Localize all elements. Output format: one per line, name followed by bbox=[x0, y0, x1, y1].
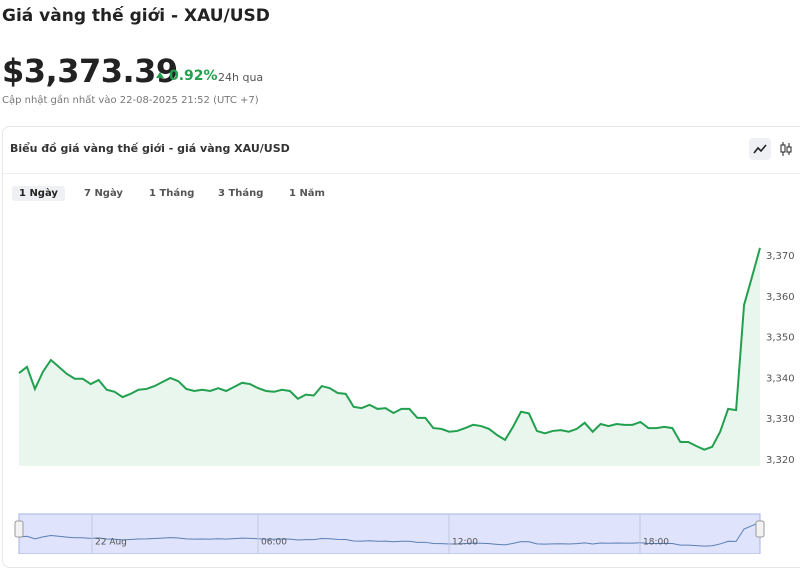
divider bbox=[3, 173, 800, 174]
candle-chart-button[interactable] bbox=[775, 138, 797, 160]
y-tick-label: 3,330 bbox=[766, 414, 795, 425]
card-title: Biểu đồ giá vàng thế giới - giá vàng XAU… bbox=[10, 142, 290, 155]
y-tick-label: 3,350 bbox=[766, 333, 795, 344]
navigator-label: 18:00 bbox=[643, 538, 669, 548]
navigator-line bbox=[18, 521, 761, 547]
range-tab[interactable]: 1 Năm bbox=[289, 188, 325, 199]
y-tick-label: 3,360 bbox=[766, 292, 795, 303]
body: Giá vàng thế giới - XAU/USD $3,373.39 0.… bbox=[0, 0, 800, 554]
navigator-range bbox=[18, 513, 761, 554]
line bbox=[18, 247, 761, 451]
range-tab[interactable]: 3 Tháng bbox=[218, 188, 264, 199]
updated: Cập nhật gần nhất vào 22-08-2025 21:52 (… bbox=[2, 95, 259, 106]
line-chart-button[interactable] bbox=[749, 138, 771, 160]
area bbox=[19, 247, 760, 466]
page-title: Giá vàng thế giới - XAU/USD bbox=[2, 6, 270, 26]
navigator-label: 06:00 bbox=[261, 538, 287, 548]
navigator-handle[interactable] bbox=[14, 520, 24, 538]
navigator-label: 22 Aug bbox=[95, 538, 127, 548]
price: $3,373.39 bbox=[2, 52, 178, 90]
y-tick-label: 3,370 bbox=[766, 251, 795, 262]
range-tab[interactable]: 7 Ngày bbox=[84, 188, 123, 199]
navigator-handle[interactable] bbox=[755, 520, 765, 538]
change: 0.92% bbox=[156, 68, 218, 84]
change-period: 24h qua bbox=[218, 71, 264, 84]
line-icon bbox=[753, 144, 767, 154]
range-tab[interactable]: 1 Ngày bbox=[12, 186, 65, 201]
y-tick-label: 3,340 bbox=[766, 373, 795, 384]
candle-icon bbox=[780, 142, 792, 156]
y-tick-label: 3,320 bbox=[766, 455, 795, 466]
range-tab[interactable]: 1 Tháng bbox=[149, 188, 195, 199]
page: XAU/USD {"header": {"title": "Giá vàng t… bbox=[0, 0, 800, 554]
chart: 3,320 3,330 3,340 3,350 3,360 3,370 22 Aug 06:0… bbox=[14, 247, 795, 554]
navigator-label: 12:00 bbox=[452, 538, 478, 548]
